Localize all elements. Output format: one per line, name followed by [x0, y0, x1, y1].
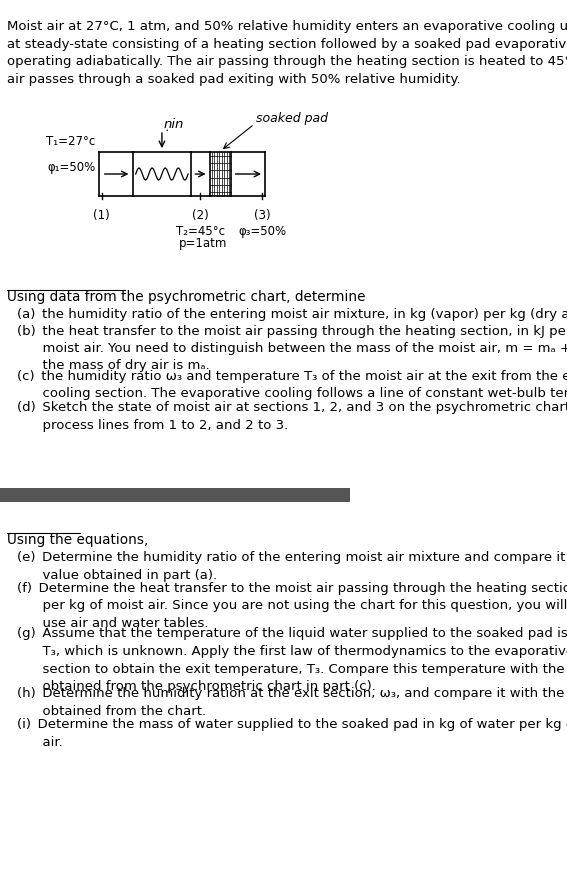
Text: (a) the humidity ratio of the entering moist air mixture, in kg (vapor) per kg (: (a) the humidity ratio of the entering m… [17, 308, 567, 321]
Text: T₂=45°c: T₂=45°c [176, 224, 225, 238]
Text: T₁=27°c: T₁=27°c [46, 135, 96, 148]
Text: p=1atm: p=1atm [179, 237, 228, 249]
Text: (g) Assume that the temperature of the liquid water supplied to the soaked pad i: (g) Assume that the temperature of the l… [17, 627, 567, 692]
Text: (i) Determine the mass of water supplied to the soaked pad in kg of water per kg: (i) Determine the mass of water supplied… [17, 718, 567, 748]
Text: Moist air at 27°C, 1 atm, and 50% relative humidity enters an evaporative coolin: Moist air at 27°C, 1 atm, and 50% relati… [7, 20, 567, 86]
Text: (h) Determine the humidity ration at the exit section, ω₃, and compare it with t: (h) Determine the humidity ration at the… [17, 687, 567, 717]
Text: (2): (2) [192, 209, 209, 222]
Text: φ₃=50%: φ₃=50% [238, 224, 286, 238]
Bar [0, 488, 350, 502]
Text: φ₁=50%: φ₁=50% [48, 161, 96, 173]
Text: soaked pad: soaked pad [256, 112, 328, 125]
Text: Using the equations,: Using the equations, [7, 533, 149, 546]
Text: (3): (3) [254, 209, 270, 222]
Bar [210, 153, 231, 197]
Text: (f) Determine the heat transfer to the moist air passing through the heating sec: (f) Determine the heat transfer to the m… [17, 581, 567, 629]
Text: (1): (1) [94, 209, 110, 222]
Text: Using data from the psychrometric chart, determine: Using data from the psychrometric chart,… [7, 290, 366, 304]
Text: (c) the humidity ratio ω₃ and temperature T₃ of the moist air at the exit from t: (c) the humidity ratio ω₃ and temperatur… [17, 369, 567, 400]
Text: ṇin: ṇin [164, 118, 184, 131]
Text: (e) Determine the humidity ratio of the entering moist air mixture and compare i: (e) Determine the humidity ratio of the … [17, 551, 567, 581]
Text: (d) Sketch the state of moist air at sections 1, 2, and 3 on the psychrometric c: (d) Sketch the state of moist air at sec… [17, 401, 567, 431]
Text: (b) the heat transfer to the moist air passing through the heating section, in k: (b) the heat transfer to the moist air p… [17, 325, 567, 372]
